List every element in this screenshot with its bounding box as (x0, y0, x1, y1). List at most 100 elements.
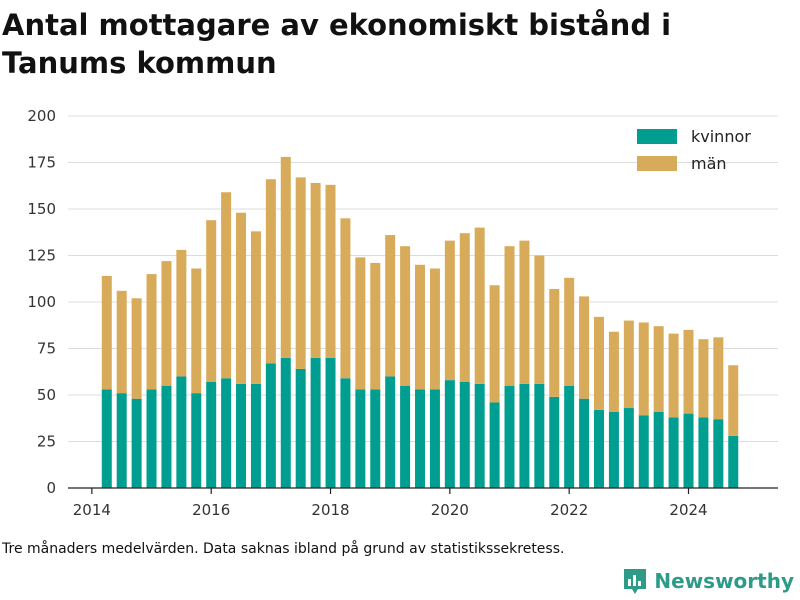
x-tick-label: 2020 (431, 501, 469, 515)
bar-kvinnor (206, 381, 217, 488)
bar-man (698, 339, 709, 418)
legend-swatch-kvinnor (637, 129, 677, 144)
bar-kvinnor (489, 402, 500, 488)
x-tick-label: 2018 (311, 501, 349, 515)
bar-man (221, 192, 232, 379)
y-tick-label: 75 (37, 340, 56, 358)
bar-man (683, 329, 694, 414)
bar-kvinnor (340, 378, 351, 488)
bar-kvinnor (444, 380, 455, 488)
legend-label: män (691, 154, 727, 173)
bar-kvinnor (116, 393, 127, 488)
bar-kvinnor (683, 413, 694, 488)
bar-man (325, 184, 336, 358)
y-tick-label: 200 (27, 107, 56, 125)
bar-man (295, 177, 306, 369)
bar-kvinnor (459, 381, 470, 488)
bar-kvinnor (191, 393, 202, 488)
bar-kvinnor (250, 383, 261, 488)
bar-man (564, 277, 575, 386)
bar-kvinnor (638, 415, 649, 488)
bar-man (579, 296, 590, 399)
bar-man (146, 274, 157, 390)
bar-kvinnor (280, 357, 291, 488)
bars (101, 156, 739, 488)
bar-kvinnor (295, 368, 306, 488)
bar-man (101, 275, 112, 390)
bar-kvinnor (623, 408, 634, 488)
bar-man (489, 285, 500, 403)
bar-man (206, 220, 217, 382)
bar-man (161, 261, 172, 386)
stacked-bar-chart: 0 25 50 75 100 125 150 175 200 2014 2016 2018 2020 20… (27, 107, 778, 515)
bar-kvinnor (608, 411, 619, 488)
bar-man (728, 365, 739, 436)
legend-label: kvinnor (691, 127, 751, 146)
bar-kvinnor (131, 398, 142, 488)
bar-man (519, 240, 530, 384)
y-tick-label: 125 (27, 247, 56, 265)
bar-man (236, 212, 247, 384)
bar-kvinnor (519, 383, 530, 488)
y-tick-label: 100 (27, 293, 56, 311)
axes: 0 25 50 75 100 125 150 175 200 2014 2016 2018 2020 20… (27, 107, 778, 515)
bar-man (429, 268, 440, 390)
bar-man (653, 326, 664, 412)
brand-name: Newsworthy (654, 569, 794, 593)
y-tick-label: 50 (37, 386, 56, 404)
bar-kvinnor (310, 357, 321, 488)
bar-kvinnor (101, 389, 112, 488)
bar-man (191, 268, 202, 394)
legend: kvinnor män (637, 127, 751, 173)
y-tick-label: 25 (37, 433, 56, 451)
bar-kvinnor (176, 376, 187, 488)
x-tick-label: 2016 (192, 501, 230, 515)
bar-kvinnor (668, 417, 679, 488)
bar-man (400, 246, 411, 386)
y-tick-label: 0 (46, 479, 56, 497)
bar-kvinnor (579, 398, 590, 488)
bar-man (355, 257, 366, 390)
bar-man (638, 322, 649, 416)
bar-man (370, 262, 381, 390)
bar-man (474, 227, 485, 384)
bar-kvinnor (429, 389, 440, 488)
y-tick-label: 150 (27, 200, 56, 218)
chart-title: Antal mottagare av ekonomiskt bistånd i … (2, 8, 672, 80)
y-tick-label: 175 (27, 154, 56, 172)
bar-kvinnor (474, 383, 485, 488)
bar-kvinnor (504, 385, 515, 488)
bar-kvinnor (265, 363, 276, 488)
x-tick-label: 2022 (550, 501, 588, 515)
bar-kvinnor (221, 378, 232, 488)
bar-kvinnor (698, 417, 709, 488)
bar-man (534, 255, 545, 384)
bar-man (415, 264, 426, 390)
bar-man (713, 337, 724, 420)
bar-man (310, 182, 321, 358)
bar-kvinnor (325, 357, 336, 488)
bar-man (385, 235, 396, 377)
bar-man (116, 290, 127, 394)
bar-man (250, 231, 261, 384)
bar-man (668, 333, 679, 418)
bar-man (340, 218, 351, 379)
x-tick-label: 2014 (73, 501, 111, 515)
bar-kvinnor (355, 389, 366, 488)
bar-kvinnor (370, 389, 381, 488)
bar-man (549, 288, 560, 397)
bar-man (444, 240, 455, 381)
bar-kvinnor (728, 435, 739, 488)
bar-kvinnor (534, 383, 545, 488)
bar-kvinnor (400, 385, 411, 488)
bar-man (280, 156, 291, 358)
bar-chart-logo-icon (624, 569, 647, 594)
bar-man (504, 246, 515, 386)
bar-kvinnor (713, 419, 724, 488)
bar-kvinnor (564, 385, 575, 488)
bar-kvinnor (594, 409, 605, 488)
bar-kvinnor (161, 385, 172, 488)
bar-man (594, 316, 605, 410)
bar-kvinnor (385, 376, 396, 488)
bar-man (459, 233, 470, 382)
